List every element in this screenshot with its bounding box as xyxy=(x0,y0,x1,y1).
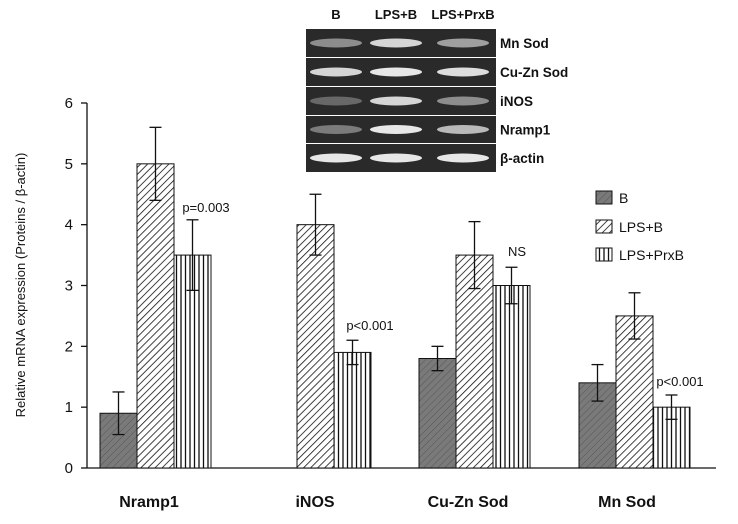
gel-band xyxy=(370,153,422,163)
y-tick-label: 4 xyxy=(65,217,73,234)
bar-lps-b-mn-sod xyxy=(615,315,654,469)
legend-swatch xyxy=(595,190,613,205)
legend: B LPS+B LPS+PrxB xyxy=(595,190,684,263)
legend-swatch xyxy=(595,219,613,234)
x-category-label: Nramp1 xyxy=(119,494,179,511)
x-category-label: Cu-Zn Sod xyxy=(428,494,509,511)
bar-lps-prxb-cu-zn-sod xyxy=(492,285,531,469)
significance-annotation: NS xyxy=(508,244,526,259)
y-tick-label: 5 xyxy=(65,156,73,173)
y-tick-label: 1 xyxy=(65,399,73,416)
legend-swatch xyxy=(595,247,613,262)
y-ticks: 0 1 2 3 4 5 6 xyxy=(65,95,87,477)
legend-label: B xyxy=(619,190,628,206)
gel-band xyxy=(437,153,489,163)
significance-annotation: p<0.001 xyxy=(656,374,703,389)
gel-band xyxy=(310,38,362,48)
significance-annotation: p<0.001 xyxy=(346,318,393,333)
gel-band xyxy=(370,38,422,48)
gel-column-label: LPS+B xyxy=(375,7,417,22)
significance-annotation: p=0.003 xyxy=(182,200,229,215)
error-bars xyxy=(112,126,678,436)
bar-b-cu-zn-sod xyxy=(418,358,457,469)
inset-gel-image: B LPS+B LPS+PrxB Mn Sod Cu-Zn Sod iNOS Nramp1 β… xyxy=(306,7,568,172)
legend-label: LPS+PrxB xyxy=(619,247,684,263)
x-category-label: Mn Sod xyxy=(598,494,656,511)
legend-label: LPS+B xyxy=(619,219,663,235)
gel-row-label: iNOS xyxy=(500,94,533,109)
gel-band xyxy=(437,125,489,134)
gel-band xyxy=(437,96,489,106)
gel-row-label: Mn Sod xyxy=(500,36,549,51)
gel-row-label: β-actin xyxy=(500,151,544,166)
bars xyxy=(99,163,691,469)
y-tick-label: 6 xyxy=(65,95,73,112)
gel-band xyxy=(310,153,362,163)
gel-band xyxy=(370,67,422,77)
bar-lps-b-nramp1 xyxy=(136,163,175,469)
category-labels: Nramp1 iNOS Cu-Zn Sod Mn Sod xyxy=(119,494,656,511)
gel-band xyxy=(370,125,422,134)
gel-row-label: Cu-Zn Sod xyxy=(500,65,568,80)
gel-band xyxy=(437,38,489,48)
y-tick-label: 3 xyxy=(65,278,73,295)
gel-column-label: LPS+PrxB xyxy=(431,7,494,22)
bar-lps-prxb-inos xyxy=(333,351,372,469)
annotations: p=0.003 p<0.001 NS p<0.001 xyxy=(182,200,703,389)
x-category-label: iNOS xyxy=(295,494,334,511)
y-tick-label: 2 xyxy=(65,338,73,355)
gel-band xyxy=(310,96,362,106)
gel-row-label: Nramp1 xyxy=(500,123,551,138)
bar-lps-b-inos xyxy=(296,224,335,469)
gel-band xyxy=(310,125,362,134)
y-axis-label: Relative mRNA expression (Proteins / β-a… xyxy=(13,153,28,418)
gel-band xyxy=(370,96,422,106)
gel-band xyxy=(437,67,489,77)
y-tick-label: 0 xyxy=(65,460,73,477)
gel-column-label: B xyxy=(331,7,340,22)
gel-band xyxy=(310,67,362,77)
